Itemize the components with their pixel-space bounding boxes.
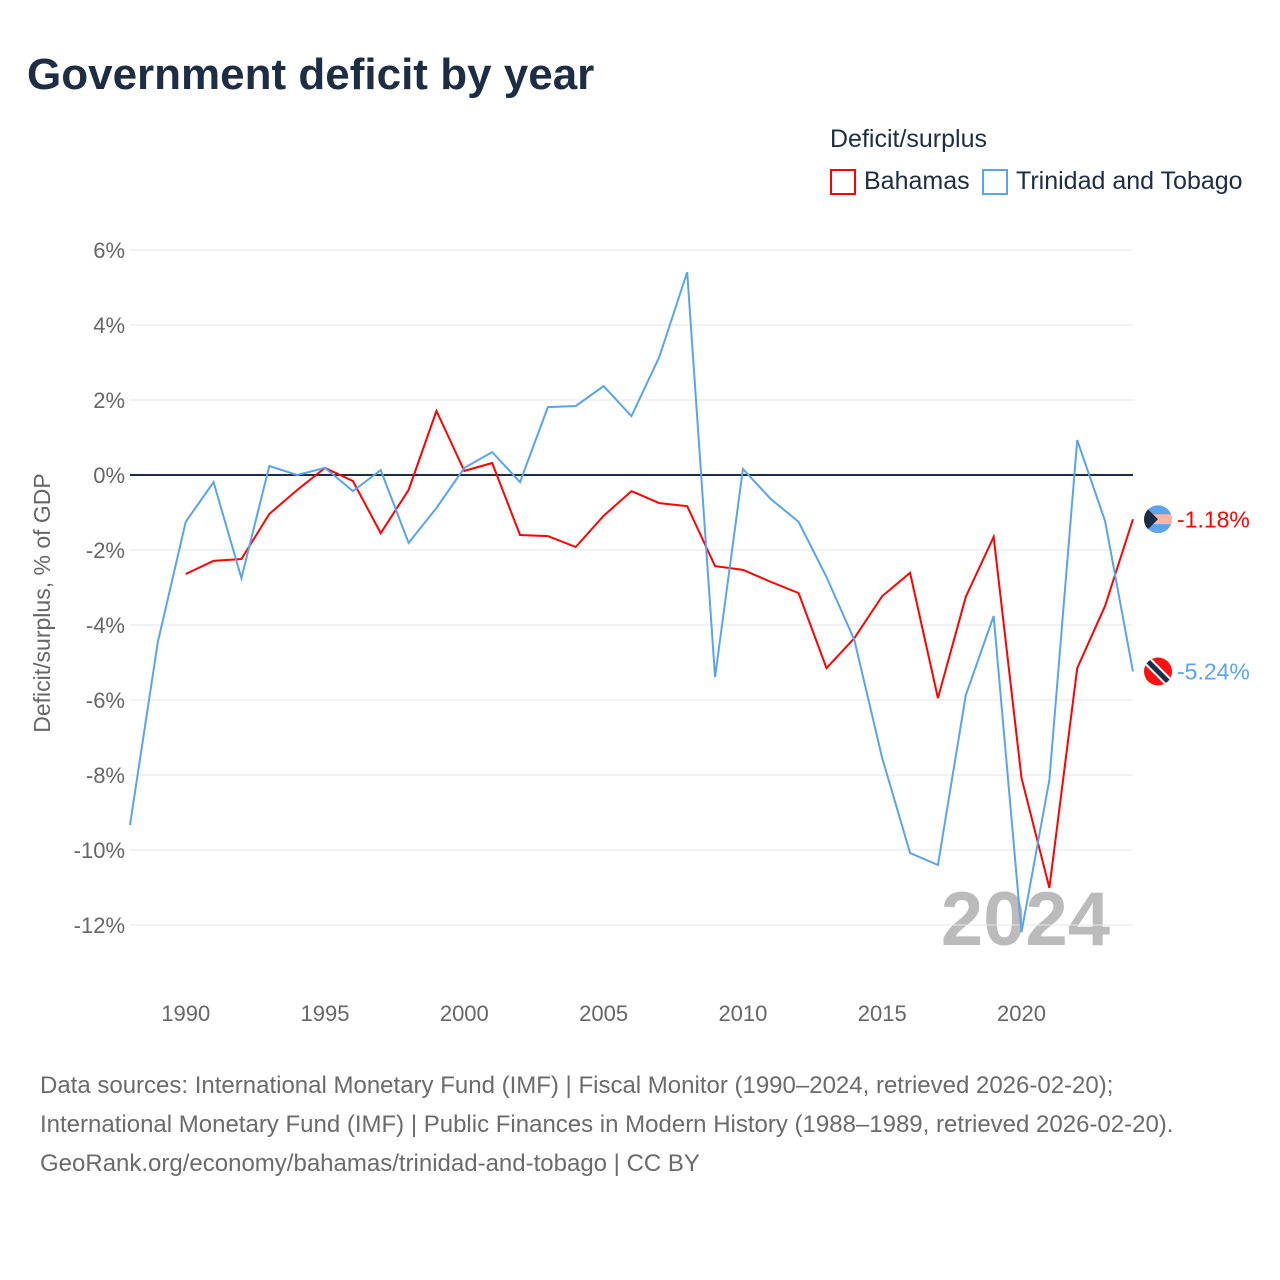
footer: Data sources: International Monetary Fun…: [40, 1066, 1240, 1183]
end-value-label: -5.24%: [1177, 659, 1250, 685]
x-tick-label: 1990: [161, 1001, 210, 1026]
legend-swatch: [830, 168, 856, 195]
y-axis-label: Deficit/surplus, % of GDP: [29, 473, 55, 732]
series-line-bahamas[interactable]: [185, 408, 1134, 889]
y-tick-label: -6%: [86, 688, 125, 713]
legend-item-trinidad[interactable]: Trinidad and Tobago: [982, 167, 1243, 196]
y-tick-label: -8%: [86, 763, 125, 788]
y-tick-label: -10%: [74, 838, 125, 863]
y-tick-label: -4%: [86, 613, 125, 638]
x-tick-label: 2010: [718, 1001, 767, 1026]
page-title: Government deficit by year: [27, 50, 595, 99]
y-tick-label: -2%: [86, 538, 125, 563]
series-line-trinidad[interactable]: [129, 271, 1134, 933]
source-link[interactable]: GeoRank.org/economy/bahamas/trinidad-and…: [40, 1150, 700, 1177]
y-tick-label: 2%: [93, 388, 125, 413]
x-tick-label: 2020: [997, 1001, 1046, 1026]
data-sources: Data sources: International Monetary Fun…: [40, 1072, 1174, 1138]
y-tick-label: 4%: [93, 313, 125, 338]
legend-label: Trinidad and Tobago: [1016, 167, 1243, 195]
year-watermark: 2024: [941, 877, 1110, 962]
legend-label: Bahamas: [864, 167, 970, 195]
end-value-label: -1.18%: [1177, 506, 1250, 532]
x-tick-label: 1995: [301, 1001, 350, 1026]
x-tick-label: 2005: [579, 1001, 628, 1026]
bahamas-flag-icon: [1144, 505, 1172, 534]
y-tick-label: 6%: [93, 238, 125, 263]
trinidad-flag-icon: [1144, 657, 1172, 686]
legend-swatch: [982, 168, 1008, 195]
y-tick-label: -12%: [74, 913, 125, 938]
x-tick-label: 2000: [440, 1001, 489, 1026]
legend-title: Deficit/surplus: [830, 125, 987, 153]
y-tick-label: 0%: [93, 463, 125, 488]
x-tick-label: 2015: [858, 1001, 907, 1026]
legend-item-bahamas[interactable]: Bahamas: [830, 167, 970, 196]
